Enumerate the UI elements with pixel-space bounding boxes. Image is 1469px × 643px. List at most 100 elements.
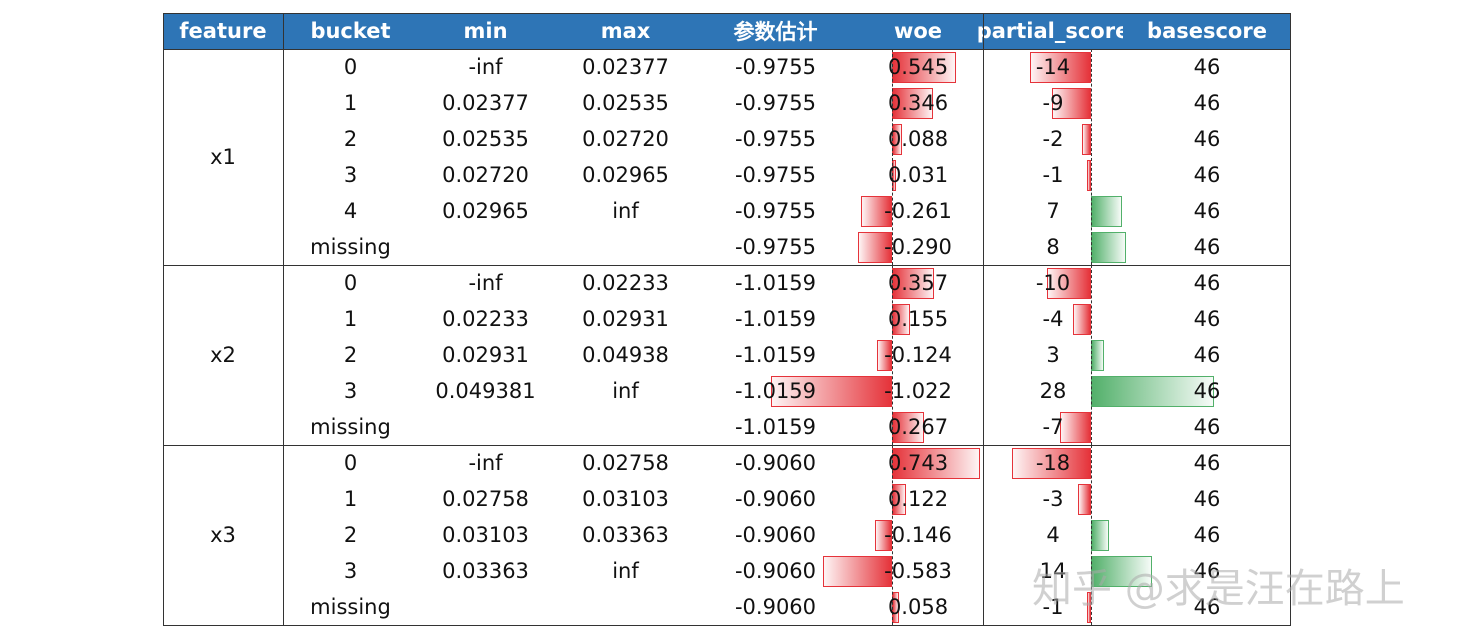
bucket-cell: missing — [310, 595, 391, 619]
coef-cell: -0.9060 — [734, 451, 817, 475]
coef-cell: -0.9755 — [734, 127, 817, 151]
partial-score-bar — [1029, 52, 1091, 83]
min-cell — [418, 229, 553, 265]
max-cell: inf — [612, 379, 639, 403]
partial-score-cell: -9 — [1042, 91, 1064, 115]
basescore-cell: 46 — [1193, 379, 1221, 403]
woe-cell: 0.155 — [887, 307, 949, 331]
partial-score-cell: 7 — [1046, 199, 1060, 223]
partial-score-axis — [1091, 265, 1092, 445]
max-cell: 0.02965 — [582, 163, 669, 187]
woe-cell: 0.545 — [887, 55, 949, 79]
partial-score-bar — [1051, 88, 1091, 119]
woe-bar — [877, 340, 892, 371]
min-cell: 0.02965 — [442, 199, 529, 223]
partial-score-bar — [1073, 304, 1091, 335]
bucket-cell: 3 — [343, 163, 358, 187]
max-cell: 0.03103 — [582, 487, 669, 511]
partial-score-cell: -10 — [1035, 271, 1071, 295]
woe-score-table: feature bucket min max 参数估计 woe partial_score b… — [163, 13, 1291, 626]
bucket-cell: 3 — [343, 379, 358, 403]
coef-cell: -1.0159 — [734, 271, 817, 295]
group-separator — [163, 265, 1291, 266]
woe-cell: -0.583 — [884, 559, 952, 583]
feature-cell: x1 — [210, 145, 236, 169]
bucket-cell: 1 — [343, 307, 358, 331]
min-cell: 0.03103 — [442, 523, 529, 547]
max-cell: 0.02720 — [582, 127, 669, 151]
feature-cell: x2 — [210, 343, 236, 367]
woe-cell: 0.122 — [887, 487, 949, 511]
max-cell — [553, 229, 698, 265]
partial-score-bar — [1060, 412, 1091, 443]
basescore-cell: 46 — [1193, 55, 1221, 79]
bucket-cell: 2 — [343, 127, 358, 151]
watermark-text: 知乎 @求是汪在路上 — [1032, 566, 1405, 612]
coef-cell: -1.0159 — [734, 307, 817, 331]
basescore-cell: 46 — [1193, 595, 1221, 619]
bucket-cell: 2 — [343, 343, 358, 367]
woe-cell: -0.261 — [884, 199, 952, 223]
coef-cell: -0.9755 — [734, 199, 817, 223]
partial-score-cell: -1 — [1042, 163, 1064, 187]
partial-score-cell: 3 — [1046, 343, 1060, 367]
coef-cell: -0.9755 — [734, 55, 817, 79]
bucket-cell: 2 — [343, 523, 358, 547]
column-divider — [983, 13, 984, 626]
coef-cell: -0.9060 — [734, 595, 817, 619]
basescore-cell: 46 — [1193, 271, 1221, 295]
woe-cell: 0.346 — [887, 91, 949, 115]
min-cell: 0.02758 — [442, 487, 529, 511]
partial-score-cell: -7 — [1042, 415, 1064, 439]
bucket-cell: 1 — [343, 91, 358, 115]
bucket-cell: missing — [310, 235, 391, 259]
woe-axis — [892, 49, 893, 265]
max-cell — [553, 409, 698, 445]
coef-cell: -0.9755 — [734, 163, 817, 187]
coef-cell: -0.9755 — [734, 235, 817, 259]
partial-score-cell: -4 — [1042, 307, 1064, 331]
min-cell: 0.03363 — [442, 559, 529, 583]
woe-bar — [874, 520, 892, 551]
woe-cell: 0.357 — [887, 271, 949, 295]
woe-bar — [771, 376, 892, 407]
woe-bar — [861, 196, 892, 227]
basescore-cell: 46 — [1193, 163, 1221, 187]
header-woe: woe — [853, 13, 983, 49]
woe-bar — [857, 232, 892, 263]
woe-bar — [892, 52, 957, 83]
header-basescore: basescore — [1123, 13, 1291, 49]
max-cell: inf — [612, 199, 639, 223]
bucket-cell: 3 — [343, 559, 358, 583]
basescore-cell: 46 — [1193, 91, 1221, 115]
woe-cell: 0.031 — [887, 163, 949, 187]
basescore-cell: 46 — [1193, 127, 1221, 151]
woe-bar — [892, 268, 935, 299]
basescore-cell: 46 — [1193, 199, 1221, 223]
bucket-cell: 1 — [343, 487, 358, 511]
partial-score-cell: -3 — [1042, 487, 1064, 511]
header-partial-score: partial_score — [977, 13, 1129, 49]
partial-score-bar — [1091, 376, 1214, 407]
min-cell — [418, 409, 553, 445]
min-cell: 0.049381 — [435, 379, 536, 403]
header-feature: feature — [163, 13, 283, 49]
woe-bar — [892, 448, 980, 479]
woe-cell: 0.267 — [887, 415, 949, 439]
coef-cell: -0.9060 — [734, 523, 817, 547]
header-bucket: bucket — [283, 13, 418, 49]
partial-score-cell: -2 — [1042, 127, 1064, 151]
basescore-cell: 46 — [1193, 343, 1221, 367]
bucket-cell: 4 — [343, 199, 358, 223]
min-cell: -inf — [468, 55, 503, 79]
column-divider — [283, 13, 284, 626]
partial-score-bar — [1047, 268, 1091, 299]
basescore-cell: 46 — [1193, 235, 1221, 259]
woe-axis — [892, 445, 893, 625]
bucket-cell: 0 — [343, 55, 358, 79]
min-cell: 0.02535 — [442, 127, 529, 151]
bucket-cell: missing — [310, 415, 391, 439]
partial-score-axis — [1091, 445, 1092, 625]
partial-score-cell: -18 — [1035, 451, 1071, 475]
coef-cell: -0.9755 — [734, 91, 817, 115]
